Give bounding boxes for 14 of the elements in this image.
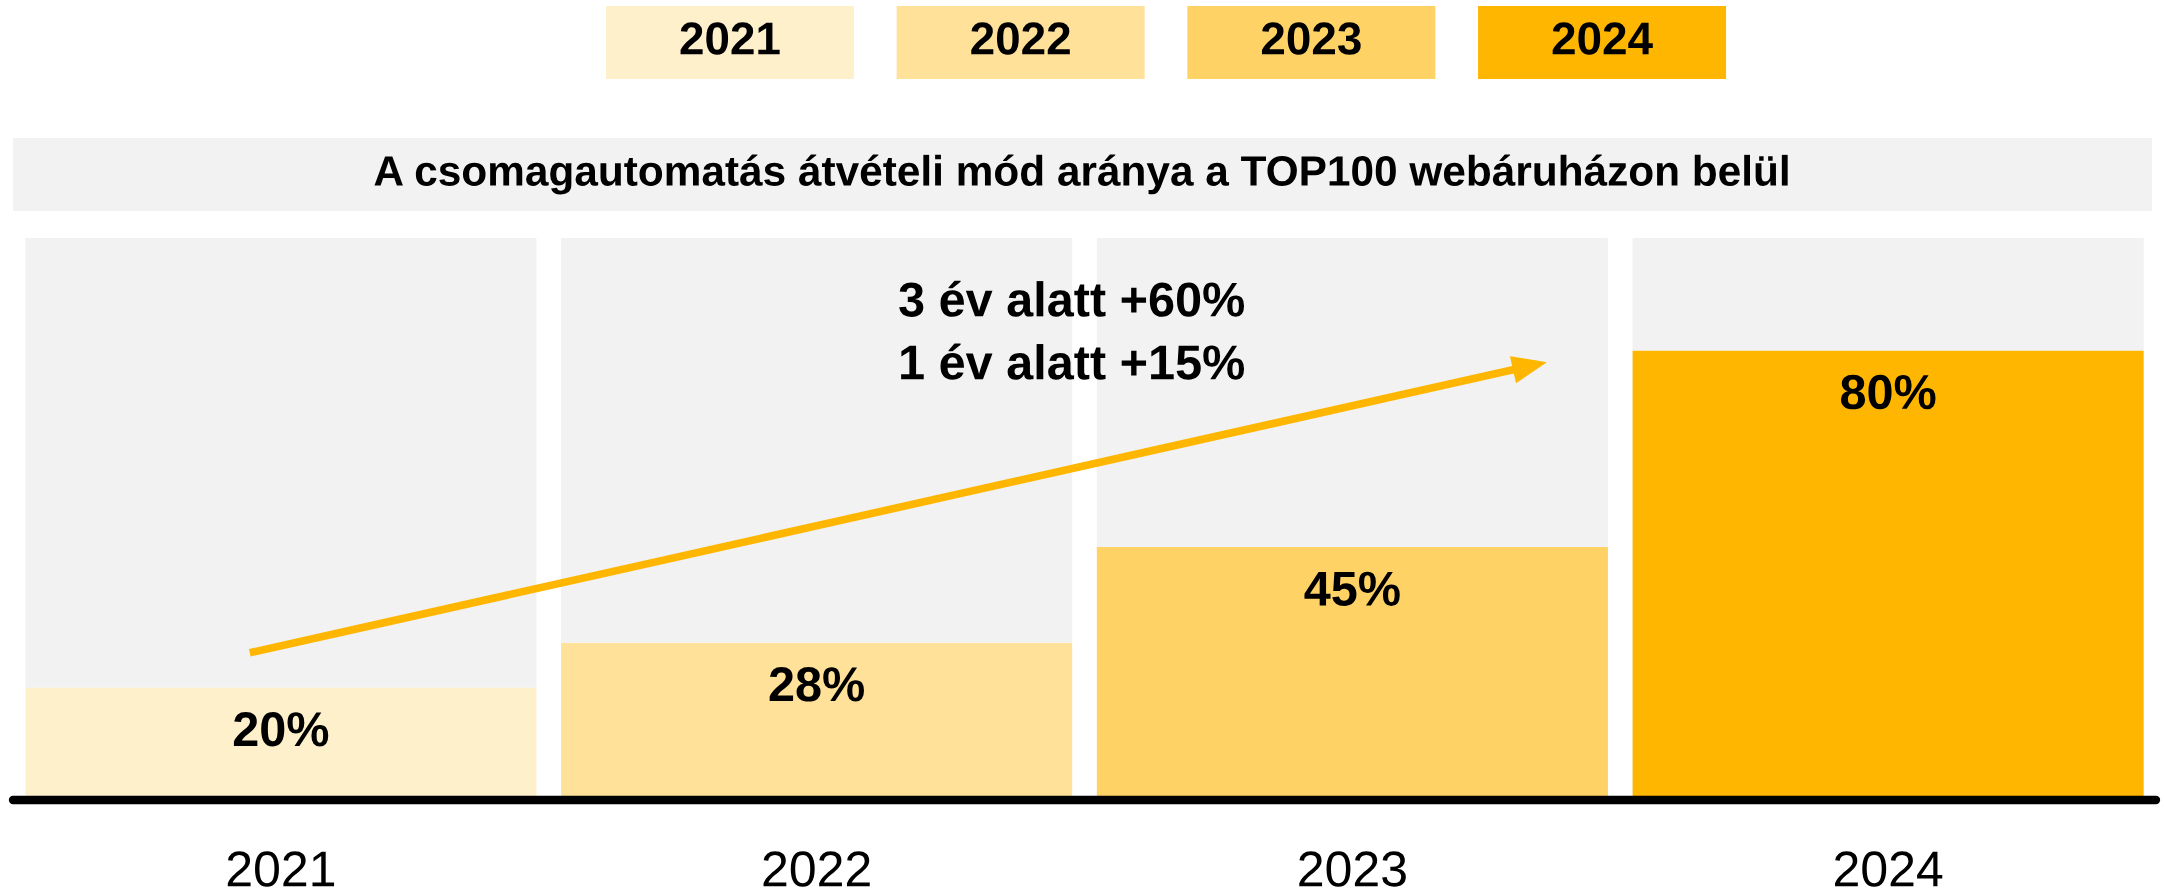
category-label: 2021: [680, 22, 780, 55]
category-label: 2023: [1261, 22, 1361, 55]
annotation: 3 év alatt +60% 1 év alatt +15%: [899, 280, 1245, 380]
x-tick-label: 2022: [763, 851, 870, 887]
data-label: 20%: [233, 712, 329, 747]
chart-title: A csomagautomatás átvételi mód aránya a TOP100 webáruházon belül: [374, 154, 1788, 195]
x-tick-label: 2024: [1835, 851, 1943, 887]
data-label: 80%: [1841, 374, 1936, 410]
category-label: 2022: [971, 22, 1070, 55]
x-tick-label: 2023: [1299, 851, 1406, 887]
data-label: 28%: [769, 667, 864, 702]
category-label: 2024: [1552, 22, 1653, 55]
data-label: 45%: [1304, 571, 1400, 606]
x-tick-label: 2021: [227, 851, 335, 887]
